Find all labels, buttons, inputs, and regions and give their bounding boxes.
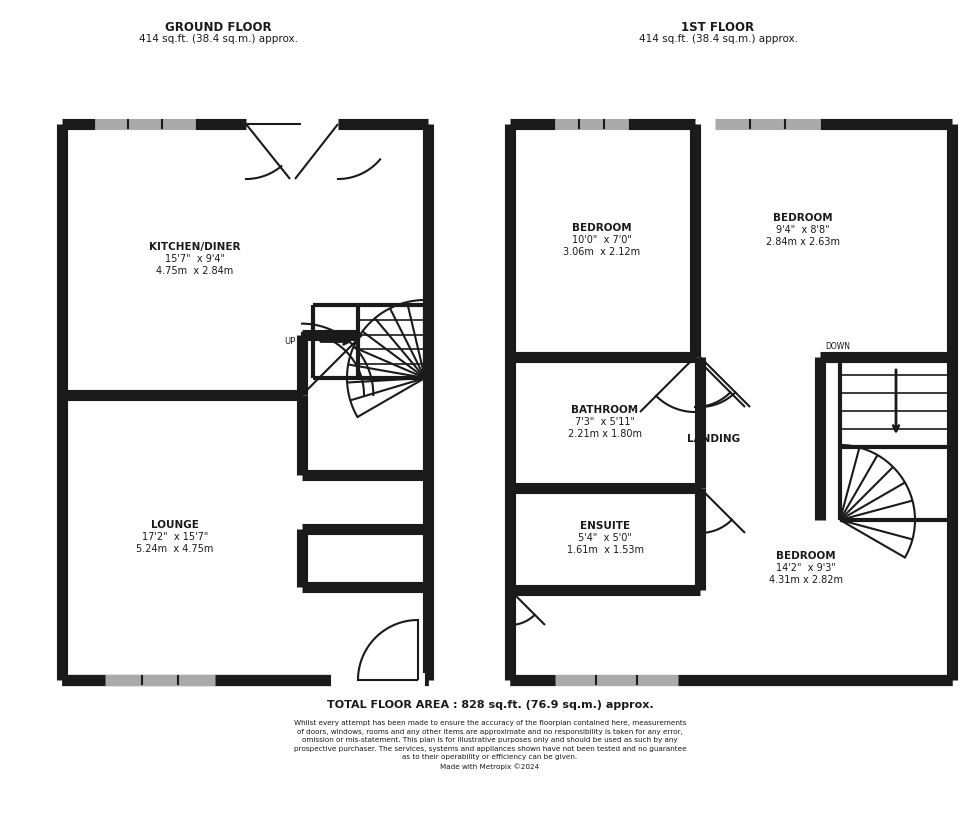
Text: TOTAL FLOOR AREA : 828 sq.ft. (76.9 sq.m.) approx.: TOTAL FLOOR AREA : 828 sq.ft. (76.9 sq.m… <box>326 700 654 710</box>
Text: 4.75m  x 2.84m: 4.75m x 2.84m <box>157 266 233 275</box>
Text: 5'4"  x 5'0": 5'4" x 5'0" <box>578 533 632 543</box>
Text: 9'4"  x 8'8": 9'4" x 8'8" <box>776 225 830 235</box>
Text: BEDROOM: BEDROOM <box>776 551 836 561</box>
Text: 2.84m x 2.63m: 2.84m x 2.63m <box>766 237 840 247</box>
Text: 1ST FLOOR: 1ST FLOOR <box>681 20 755 33</box>
Text: 4.31m x 2.82m: 4.31m x 2.82m <box>769 575 843 585</box>
Text: LANDING: LANDING <box>687 434 740 444</box>
Text: Whilst every attempt has been made to ensure the accuracy of the floorplan conta: Whilst every attempt has been made to en… <box>294 721 686 770</box>
Text: BEDROOM: BEDROOM <box>572 223 632 233</box>
Text: 7'3"  x 5'11": 7'3" x 5'11" <box>575 417 635 427</box>
Text: KITCHEN/DINER: KITCHEN/DINER <box>149 242 241 252</box>
Text: 10'0"  x 7'0": 10'0" x 7'0" <box>572 235 632 245</box>
Text: 3.06m  x 2.12m: 3.06m x 2.12m <box>564 247 641 257</box>
Text: 14'2"  x 9'3": 14'2" x 9'3" <box>776 563 836 573</box>
Text: LOUNGE: LOUNGE <box>151 520 199 529</box>
Text: BATHROOM: BATHROOM <box>571 405 639 415</box>
Text: GROUND FLOOR: GROUND FLOOR <box>165 20 271 33</box>
Text: 15'7"  x 9'4": 15'7" x 9'4" <box>165 253 225 264</box>
Text: DOWN: DOWN <box>825 342 850 351</box>
Text: 414 sq.ft. (38.4 sq.m.) approx.: 414 sq.ft. (38.4 sq.m.) approx. <box>639 34 798 44</box>
Text: BEDROOM: BEDROOM <box>773 213 833 223</box>
Text: UP: UP <box>284 337 295 346</box>
Text: 17'2"  x 15'7": 17'2" x 15'7" <box>142 532 208 542</box>
Text: ENSUITE: ENSUITE <box>580 521 630 531</box>
Text: 414 sq.ft. (38.4 sq.m.) approx.: 414 sq.ft. (38.4 sq.m.) approx. <box>138 34 298 44</box>
Text: 2.21m x 1.80m: 2.21m x 1.80m <box>568 429 642 439</box>
Text: 5.24m  x 4.75m: 5.24m x 4.75m <box>136 543 214 553</box>
Text: 1.61m  x 1.53m: 1.61m x 1.53m <box>566 545 644 555</box>
